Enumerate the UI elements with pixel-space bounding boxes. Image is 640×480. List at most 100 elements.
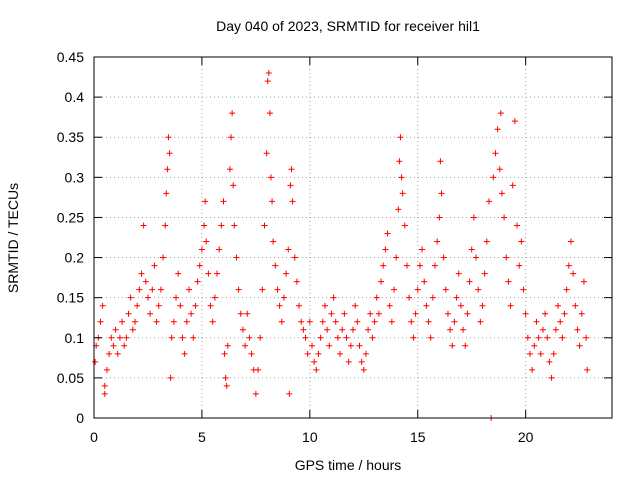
data-point <box>207 302 214 309</box>
data-point <box>272 262 279 269</box>
data-point <box>216 246 223 253</box>
data-point <box>535 334 542 341</box>
data-point <box>565 262 572 269</box>
data-point <box>511 118 518 125</box>
data-point <box>479 302 486 309</box>
y-tick-labels: 0 0.05 0.1 0.15 0.2 0.25 0.3 0.35 0.4 0.45 <box>57 49 84 426</box>
data-point <box>399 190 406 197</box>
data-point <box>408 318 415 325</box>
data-point <box>350 326 356 333</box>
data-point <box>162 222 169 229</box>
data-point <box>367 310 374 317</box>
data-point <box>267 174 274 181</box>
data-point <box>401 222 408 229</box>
data-point <box>442 286 449 293</box>
data-point <box>468 246 475 253</box>
data-point <box>140 222 147 229</box>
data-point <box>494 126 501 133</box>
data-point <box>365 326 372 333</box>
data-point <box>235 286 242 293</box>
data-point <box>462 342 469 349</box>
data-point <box>274 286 281 293</box>
data-point <box>522 310 529 317</box>
data-point <box>497 110 504 117</box>
data-point <box>296 302 303 309</box>
data-point <box>228 134 235 141</box>
data-point <box>330 294 337 301</box>
data-point <box>386 302 393 309</box>
data-point <box>503 254 510 261</box>
data-point <box>498 190 505 197</box>
data-point <box>101 390 108 397</box>
y-tick-label: 0.15 <box>57 290 84 306</box>
x-tick-label: 15 <box>410 429 426 445</box>
data-point <box>526 350 533 357</box>
data-point <box>287 182 294 189</box>
data-point <box>557 318 564 325</box>
data-point <box>356 342 363 349</box>
data-point <box>165 134 172 141</box>
data-point <box>567 238 574 245</box>
data-point <box>332 318 339 325</box>
data-point <box>183 318 190 325</box>
data-point <box>432 262 439 269</box>
data-point <box>242 342 249 349</box>
data-point <box>211 294 218 301</box>
data-point <box>123 334 130 341</box>
data-point <box>229 110 236 117</box>
axis-ticks <box>93 56 612 419</box>
data-point <box>384 230 391 237</box>
data-point <box>473 254 480 261</box>
data-point <box>233 254 240 261</box>
data-point <box>460 326 467 333</box>
data-point <box>514 222 521 229</box>
data-point <box>542 310 549 317</box>
data-point <box>276 302 283 309</box>
data-point <box>132 318 139 325</box>
data-point <box>205 270 212 277</box>
data-point <box>164 166 171 173</box>
plot-frame <box>93 56 613 419</box>
data-point <box>125 310 132 317</box>
data-point <box>188 310 195 317</box>
data-point <box>398 174 405 181</box>
data-point <box>483 238 490 245</box>
data-point <box>142 278 149 285</box>
x-tick-label: 0 <box>90 429 98 445</box>
data-point <box>155 302 162 309</box>
y-axis-label: SRMTID / TECUs <box>5 183 21 293</box>
y-tick-label: 0.45 <box>57 49 84 65</box>
data-point <box>373 294 380 301</box>
y-tick-label: 0.25 <box>57 209 84 225</box>
data-point <box>239 326 246 333</box>
data-point <box>103 366 110 373</box>
data-point <box>255 366 262 373</box>
data-point <box>570 270 577 277</box>
data-point <box>300 326 307 333</box>
data-point <box>412 310 419 317</box>
data-point <box>563 286 570 293</box>
data-point <box>475 286 482 293</box>
data-point <box>464 310 471 317</box>
data-point <box>437 158 444 165</box>
data-point <box>584 366 591 373</box>
data-point <box>194 278 201 285</box>
y-tick-label: 0.4 <box>65 89 85 105</box>
data-point <box>347 342 354 349</box>
data-point <box>129 326 136 333</box>
data-point <box>561 310 568 317</box>
data-point <box>167 374 174 381</box>
data-point <box>190 334 197 341</box>
data-point <box>434 238 441 245</box>
data-point <box>550 350 557 357</box>
data-point <box>170 318 177 325</box>
data-point <box>230 182 237 189</box>
data-point <box>231 222 238 229</box>
data-point <box>175 270 182 277</box>
data-point <box>574 326 581 333</box>
data-point <box>157 286 164 293</box>
y-tick-label: 0.05 <box>57 370 84 386</box>
data-point <box>423 302 430 309</box>
data-point <box>440 254 447 261</box>
